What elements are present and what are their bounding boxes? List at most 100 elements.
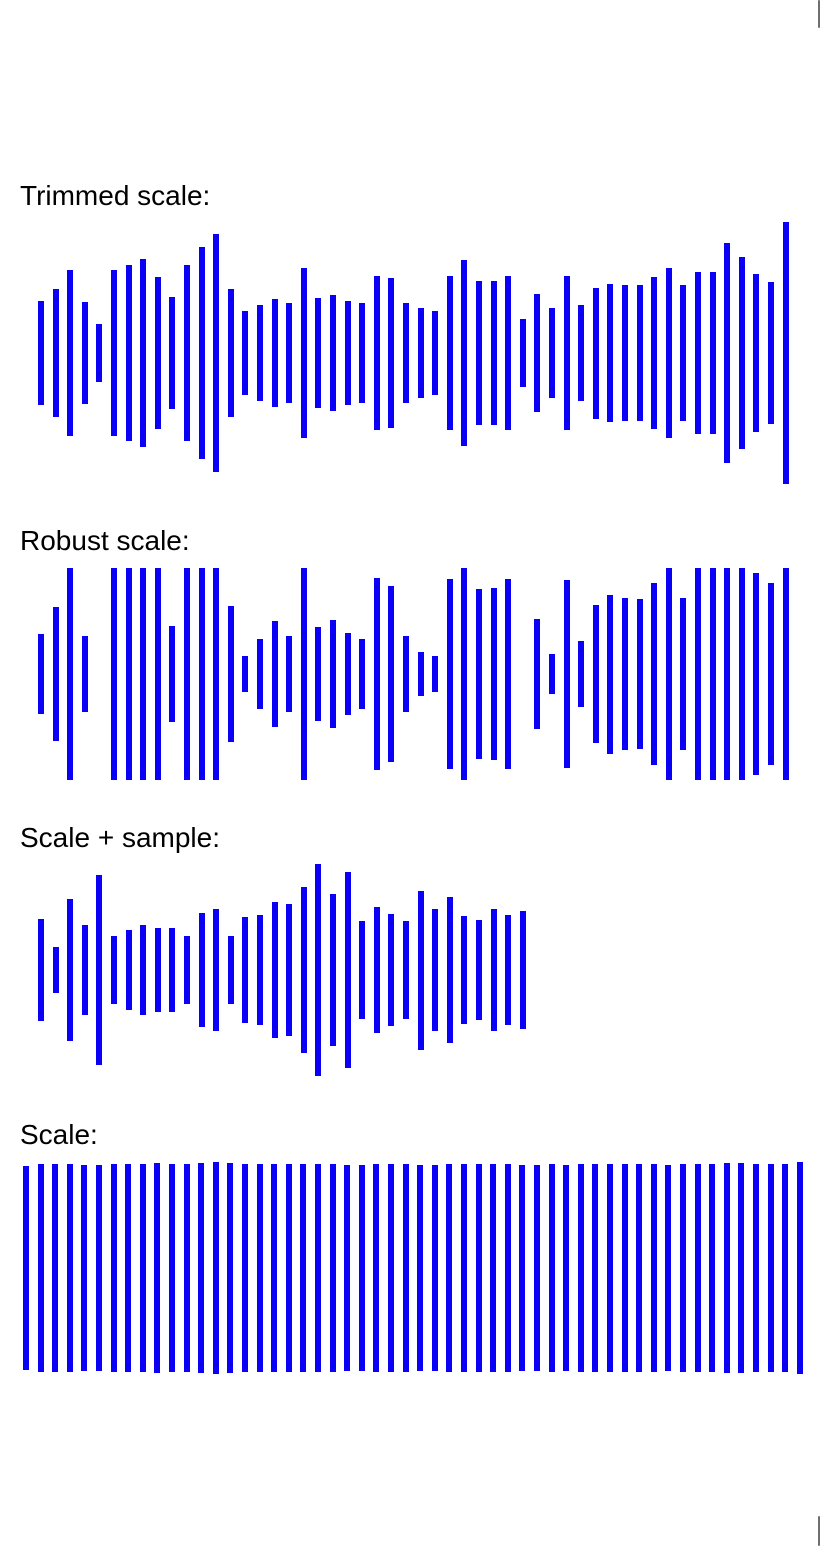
trimmed-scale-label: Trimmed scale: <box>20 180 211 211</box>
waveform-bar <box>154 1163 161 1373</box>
waveform-bar <box>169 296 176 410</box>
waveform-bar <box>257 639 263 709</box>
waveform-bar <box>388 586 395 762</box>
waveform-bar <box>286 303 293 403</box>
waveform-bar <box>636 598 643 750</box>
waveform-bar <box>110 1164 117 1372</box>
waveform-bar <box>140 258 147 448</box>
waveform-bar <box>67 568 74 780</box>
waveform-bar <box>111 568 117 780</box>
waveform-bar <box>548 1164 555 1372</box>
waveform-bar <box>359 921 366 1019</box>
waveform-bar <box>285 1164 292 1372</box>
waveform-bar <box>81 1165 88 1371</box>
waveform-bar <box>140 925 147 1015</box>
waveform-bar <box>753 274 760 432</box>
waveform-bar <box>184 568 190 780</box>
waveform-bar <box>373 275 380 431</box>
waveform-bar <box>446 1164 453 1372</box>
waveform-bar <box>344 1165 351 1371</box>
waveform-bar <box>446 896 453 1044</box>
waveform-bar <box>665 568 672 780</box>
waveform-bar <box>227 606 234 742</box>
waveform-bar <box>534 1165 540 1371</box>
waveform-bar <box>256 1164 263 1372</box>
waveform-bar <box>738 1163 745 1373</box>
waveform-bar <box>213 908 220 1032</box>
waveform-bar <box>169 626 176 722</box>
waveform-bar <box>768 282 774 424</box>
waveform-bar <box>358 1165 365 1371</box>
waveform-bar <box>665 267 672 439</box>
waveform-bar <box>271 621 278 727</box>
waveform-bar <box>242 917 249 1023</box>
waveform-bar <box>315 297 322 408</box>
waveform-bar <box>782 1164 789 1372</box>
waveform-bar <box>519 910 526 1030</box>
waveform-bar <box>577 1164 584 1372</box>
waveform-bar <box>607 283 614 423</box>
waveform-bar <box>549 308 555 398</box>
waveform-bar <box>636 1164 643 1372</box>
waveform-bar <box>227 1163 234 1373</box>
waveform-bar <box>753 1164 759 1372</box>
waveform-bar <box>96 324 103 382</box>
waveform-bar <box>490 280 497 426</box>
waveform-bar <box>549 653 555 695</box>
waveform-bar <box>446 275 453 431</box>
waveform-bar <box>709 271 716 435</box>
waveform-bar <box>213 233 220 473</box>
waveform-bar <box>38 300 44 406</box>
waveform-bar <box>578 304 585 402</box>
waveform-bar <box>111 936 117 1004</box>
waveform-bar <box>461 259 468 446</box>
waveform-bar <box>403 635 409 713</box>
waveform-bar <box>578 641 585 707</box>
waveform-bar <box>52 288 59 418</box>
waveform-bar <box>782 222 789 484</box>
waveform-bar <box>198 568 205 780</box>
waveform-bar <box>388 913 395 1027</box>
waveform-bar <box>592 1164 599 1372</box>
waveform-bar <box>505 578 512 770</box>
waveform-bar <box>213 568 220 780</box>
waveform-bar <box>388 1164 394 1372</box>
waveform-bar <box>753 573 760 775</box>
waveform-bar <box>300 568 307 780</box>
waveform-bar <box>67 270 74 436</box>
waveform-bar <box>81 925 88 1015</box>
waveform-bar <box>286 904 293 1036</box>
waveform-bar <box>140 568 147 780</box>
waveform-bar <box>461 1164 467 1372</box>
waveform-bar <box>650 1164 657 1372</box>
waveform-bar <box>212 1162 219 1374</box>
waveform-bar <box>505 275 512 431</box>
waveform-bar <box>315 1164 321 1372</box>
waveform-bar <box>767 1164 774 1372</box>
waveform-bar <box>709 568 716 780</box>
waveform-bar <box>139 1164 146 1372</box>
waveform-bar <box>81 301 88 405</box>
waveform-bar <box>169 1164 175 1372</box>
waveform-bar <box>271 902 278 1038</box>
waveform-bar <box>432 311 439 395</box>
robust-scale-waveform <box>0 568 820 780</box>
waveform-bar <box>680 284 687 422</box>
waveform-bar <box>461 915 468 1025</box>
waveform-bar <box>184 936 190 1004</box>
waveform-bar <box>286 635 293 713</box>
waveform-bar <box>227 936 234 1004</box>
waveform-bar <box>417 308 424 398</box>
waveform-bar <box>330 295 336 411</box>
waveform-bar <box>315 864 322 1076</box>
waveform-bar <box>651 582 658 766</box>
waveform-bar <box>242 655 249 692</box>
waveform-bar <box>315 627 322 721</box>
waveform-bar <box>432 655 439 692</box>
waveform-bar <box>563 579 570 769</box>
waveform-bar <box>388 278 395 428</box>
waveform-bar <box>66 1164 73 1372</box>
waveform-bar <box>67 898 74 1041</box>
waveform-bar <box>344 300 351 406</box>
waveform-bar <box>724 242 731 464</box>
